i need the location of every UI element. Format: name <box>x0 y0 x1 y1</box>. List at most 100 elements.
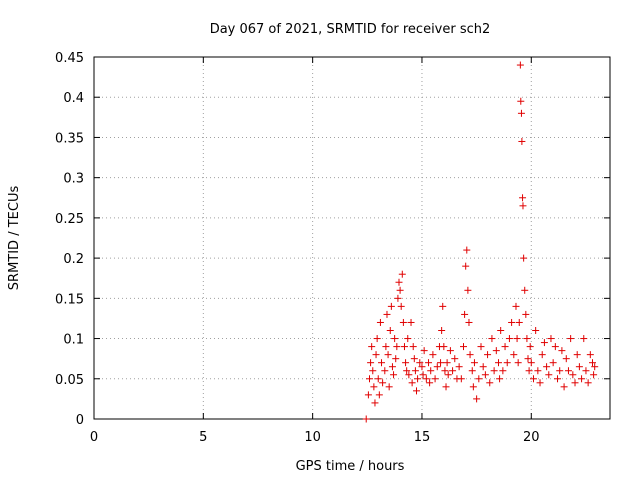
data-point-plus-marker <box>529 375 537 383</box>
data-point-plus-marker <box>508 318 516 326</box>
data-point-plus-marker <box>393 343 401 351</box>
data-point-plus-marker <box>527 359 535 367</box>
data-point-plus-marker <box>575 363 583 371</box>
data-point-plus-marker <box>427 367 435 375</box>
data-point-plus-marker <box>372 351 380 359</box>
data-point-plus-marker <box>556 367 564 375</box>
data-point-plus-marker <box>534 367 542 375</box>
x-tick-label: 15 <box>414 430 431 445</box>
data-point-plus-marker <box>510 351 518 359</box>
data-point-plus-marker <box>582 367 590 375</box>
data-point-plus-marker <box>386 327 394 335</box>
data-point-plus-marker <box>368 343 376 351</box>
data-point-plus-marker <box>545 371 553 379</box>
y-tick-label: 0.25 <box>55 212 84 227</box>
y-tick-label: 0.4 <box>63 91 84 106</box>
data-point-plus-marker <box>538 351 546 359</box>
data-point-plus-marker <box>419 371 427 379</box>
data-point-plus-marker <box>431 375 439 383</box>
data-point-plus-marker <box>429 351 437 359</box>
data-point-plus-marker <box>371 399 379 407</box>
data-point-plus-marker <box>517 109 525 117</box>
data-point-plus-marker <box>408 379 416 387</box>
data-point-plus-marker <box>439 302 447 310</box>
data-point-plus-marker <box>396 286 404 294</box>
data-point-plus-marker <box>522 310 530 318</box>
data-point-plus-marker <box>571 379 579 387</box>
data-point-plus-marker <box>444 371 452 379</box>
data-point-plus-marker <box>414 375 422 383</box>
data-point-plus-marker <box>486 379 494 387</box>
data-point-plus-marker <box>554 375 562 383</box>
data-point-plus-marker <box>461 310 469 318</box>
y-tick-label: 0.05 <box>55 373 84 388</box>
data-point-plus-marker <box>425 359 433 367</box>
data-point-plus-marker <box>477 343 485 351</box>
data-point-plus-marker <box>492 347 500 355</box>
y-tick-label: 0.3 <box>63 172 84 187</box>
data-point-plus-marker <box>397 302 405 310</box>
y-tick-label: 0.35 <box>55 131 84 146</box>
data-point-plus-marker <box>379 379 387 387</box>
data-point-plus-marker <box>457 375 465 383</box>
data-point-plus-marker <box>536 379 544 387</box>
y-tick-label: 0.45 <box>55 51 84 66</box>
data-point-plus-marker <box>499 367 507 375</box>
data-point-plus-marker <box>514 359 522 367</box>
grid-lines <box>94 57 610 419</box>
data-point-plus-marker <box>481 371 489 379</box>
data-point-plus-marker <box>398 270 406 278</box>
data-point-plus-marker <box>590 371 598 379</box>
data-point-plus-marker <box>490 367 498 375</box>
data-point-plus-marker <box>463 246 471 254</box>
data-point-plus-marker <box>460 343 468 351</box>
data-point-plus-marker <box>405 371 413 379</box>
data-point-plus-marker <box>520 254 528 262</box>
data-point-plus-marker <box>468 367 476 375</box>
data-point-plus-marker <box>403 367 411 375</box>
data-point-plus-marker <box>375 391 383 399</box>
data-point-plus-marker <box>410 355 418 363</box>
data-point-plus-marker <box>518 137 526 145</box>
data-point-plus-marker <box>532 327 540 335</box>
data-point-plus-marker <box>367 359 375 367</box>
data-point-plus-marker <box>443 359 451 367</box>
y-tick-label: 0.2 <box>63 252 84 267</box>
data-point-plus-marker <box>388 363 396 371</box>
data-point-plus-marker <box>402 359 410 367</box>
data-point-plus-marker <box>370 383 378 391</box>
data-point-plus-marker <box>451 355 459 363</box>
data-point-plus-marker <box>517 97 525 105</box>
x-tick-label: 5 <box>199 430 207 445</box>
data-point-plus-marker <box>409 343 417 351</box>
data-point-plus-marker <box>540 339 548 347</box>
data-point-plus-marker <box>512 302 520 310</box>
data-point-plus-marker <box>378 359 386 367</box>
data-point-plus-marker <box>475 375 483 383</box>
data-point-plus-marker <box>399 318 407 326</box>
data-point-plus-marker <box>469 383 477 391</box>
y-axis-label: SRMTID / TECUs <box>7 186 22 291</box>
data-point-plus-marker <box>364 391 372 399</box>
data-point-plus-marker <box>407 318 415 326</box>
data-point-plus-marker <box>390 371 398 379</box>
data-point-plus-marker <box>523 335 531 343</box>
data-point-plus-marker <box>549 359 557 367</box>
data-point-plus-marker <box>441 367 449 375</box>
data-point-plus-marker <box>394 294 402 302</box>
data-point-plus-marker <box>497 327 505 335</box>
data-point-plus-marker <box>466 351 474 359</box>
x-tick-label: 0 <box>90 430 98 445</box>
data-point-plus-marker <box>578 375 586 383</box>
axis-ticks: 0 0.05 0.1 0.15 0.2 0.25 0.3 0.35 0.4 0.45 0 5 10 15 2… <box>55 51 610 445</box>
data-point-plus-marker <box>416 359 424 367</box>
data-point-plus-marker <box>420 347 428 355</box>
data-point-plus-marker <box>589 359 597 367</box>
data-point-plus-marker <box>515 318 523 326</box>
data-point-plus-marker <box>473 395 481 403</box>
data-point-plus-marker <box>573 351 581 359</box>
data-point-plus-marker <box>465 318 473 326</box>
data-point-plus-marker <box>392 355 400 363</box>
data-point-plus-marker <box>455 363 463 371</box>
